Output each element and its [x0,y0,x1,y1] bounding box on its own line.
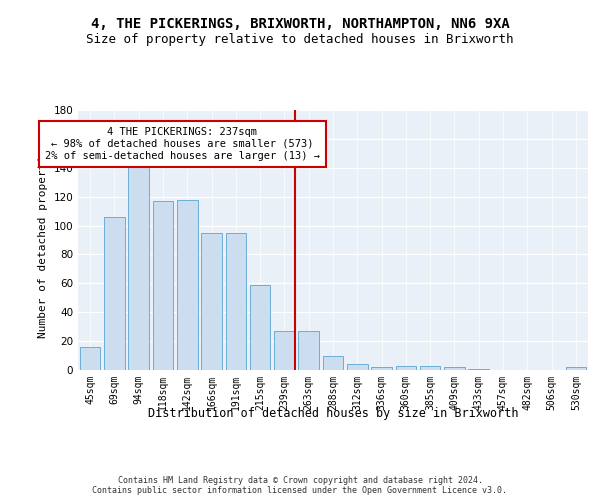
Bar [177,200,197,370]
Bar [226,233,246,370]
Bar [128,156,149,370]
Bar [201,233,222,370]
Text: 4 THE PICKERINGS: 237sqm
← 98% of detached houses are smaller (573)
2% of semi-d: 4 THE PICKERINGS: 237sqm ← 98% of detach… [45,128,320,160]
Bar [298,331,319,370]
Text: 4, THE PICKERINGS, BRIXWORTH, NORTHAMPTON, NN6 9XA: 4, THE PICKERINGS, BRIXWORTH, NORTHAMPTO… [91,18,509,32]
Bar [104,217,125,370]
Bar [395,366,416,370]
Bar [420,366,440,370]
Bar [323,356,343,370]
Bar [274,331,295,370]
Y-axis label: Number of detached properties: Number of detached properties [38,142,48,338]
Text: Distribution of detached houses by size in Brixworth: Distribution of detached houses by size … [148,408,518,420]
Bar [444,367,465,370]
Bar [250,285,271,370]
Bar [80,347,100,370]
Bar [152,201,173,370]
Bar [371,367,392,370]
Bar [347,364,368,370]
Bar [469,368,489,370]
Bar [566,367,586,370]
Text: Contains HM Land Registry data © Crown copyright and database right 2024.
Contai: Contains HM Land Registry data © Crown c… [92,476,508,495]
Text: Size of property relative to detached houses in Brixworth: Size of property relative to detached ho… [86,32,514,46]
